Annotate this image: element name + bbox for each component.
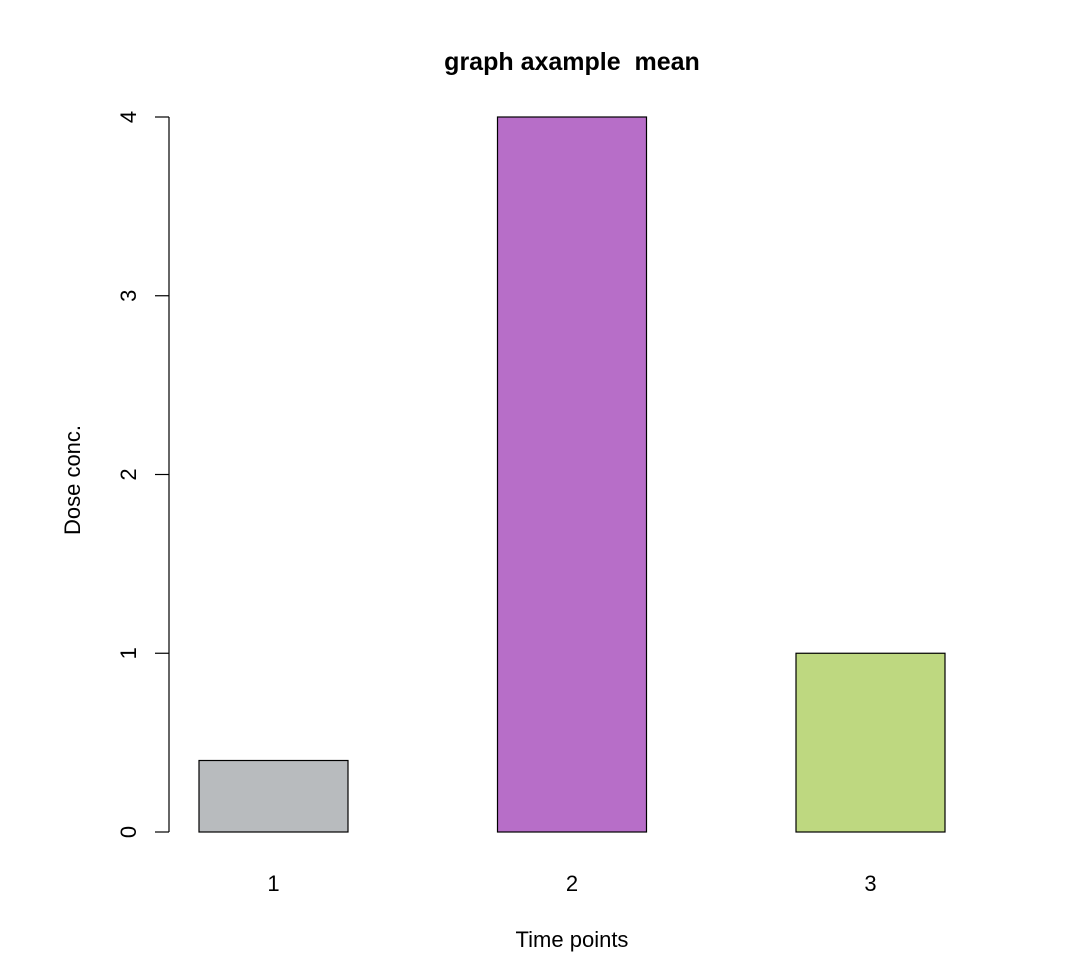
y-tick-label: 0 <box>116 826 141 838</box>
x-tick-label: 1 <box>267 871 279 896</box>
x-tick-labels: 1 2 3 <box>267 871 876 896</box>
chart-title: graph axample mean <box>444 48 700 76</box>
y-tick-label: 2 <box>116 468 141 480</box>
x-tick-label: 3 <box>864 871 876 896</box>
y-axis: 0 1 2 3 4 <box>116 111 170 838</box>
bars-group <box>198 116 946 833</box>
y-tick-label: 4 <box>116 111 141 123</box>
bar-1 <box>198 759 349 833</box>
y-tick-label: 3 <box>116 290 141 302</box>
x-tick-label: 2 <box>566 871 578 896</box>
bar-2 <box>496 116 648 833</box>
y-axis-label: Dose conc. <box>60 425 85 535</box>
y-tick-label: 1 <box>116 647 141 659</box>
x-axis-label: Time points <box>516 927 629 952</box>
bar-3 <box>795 652 946 833</box>
